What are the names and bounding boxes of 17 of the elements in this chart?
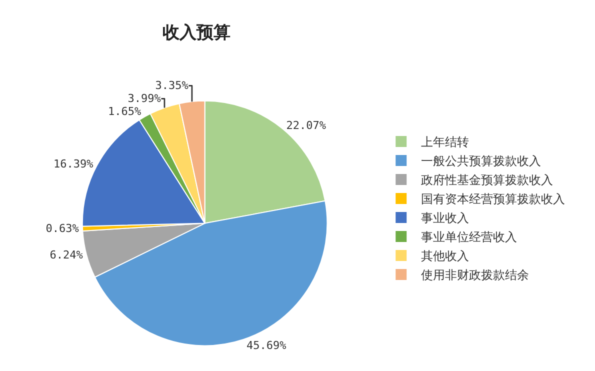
legend-label: 事业收入 [421,211,470,226]
data-label: 1.65% [108,105,142,118]
legend-label: 一般公共预算拨款收入 [421,154,542,168]
legend-label: 上年结转 [421,135,470,150]
data-label: 6.24% [50,248,84,262]
data-label: 3.99% [128,92,162,106]
legend-label: 事业单位经营收入 [421,230,518,244]
data-label: 45.69% [246,338,287,352]
data-label: 16.39% [54,158,94,171]
data-label: 22.07% [286,118,326,132]
legend-label: 使用非财政拨款结余 [421,268,530,282]
chart-title: 收入预算 [162,22,230,43]
legend-label: 国有资本经营预算拨款收入 [421,192,566,206]
data-label: 0.63% [46,222,80,236]
data-label: 3.35% [155,79,189,92]
legend-label: 其他收入 [421,249,470,264]
legend-label: 政府性基金预算拨款收入 [421,173,554,188]
